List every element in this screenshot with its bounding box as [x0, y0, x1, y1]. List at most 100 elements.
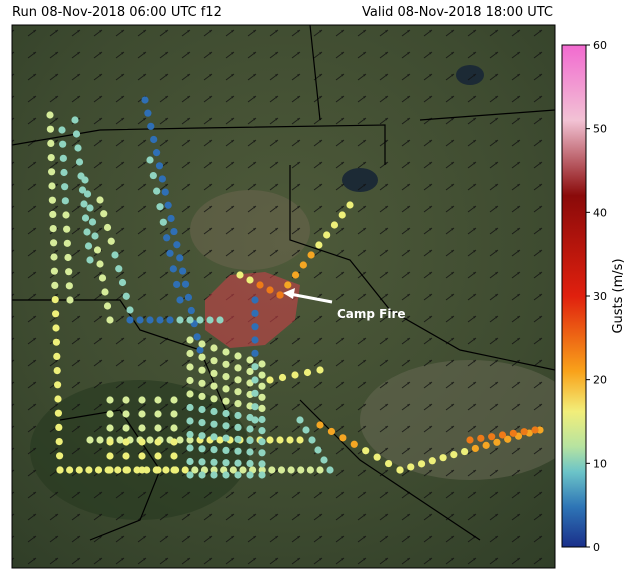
- dot: [509, 429, 517, 437]
- dot: [251, 349, 259, 357]
- dot: [186, 444, 194, 452]
- dot: [251, 296, 259, 304]
- dot: [520, 428, 528, 436]
- dot: [48, 182, 56, 190]
- dot: [170, 227, 178, 236]
- fire-perimeter: [205, 272, 300, 348]
- dot: [308, 436, 316, 444]
- dot: [373, 453, 381, 461]
- colorbar-tick-label: 40: [593, 206, 607, 219]
- dot: [222, 422, 230, 430]
- dot: [126, 316, 134, 324]
- dot: [81, 214, 90, 222]
- dot: [106, 438, 114, 446]
- dot: [251, 416, 259, 424]
- dot: [210, 458, 218, 466]
- dot: [222, 459, 230, 467]
- dot: [55, 423, 63, 431]
- dot: [59, 154, 67, 162]
- dot: [72, 130, 81, 138]
- dot: [498, 431, 507, 439]
- dot: [173, 241, 181, 249]
- dot: [107, 237, 115, 245]
- colorbar-tick-label: 20: [593, 374, 607, 387]
- dot: [50, 267, 59, 275]
- dot: [210, 357, 218, 365]
- dot: [198, 379, 206, 387]
- dot: [154, 396, 162, 404]
- dot: [74, 144, 82, 152]
- dot: [154, 466, 162, 474]
- dot: [266, 436, 274, 444]
- dot: [251, 363, 259, 371]
- dot: [153, 187, 161, 195]
- dot: [251, 309, 259, 317]
- dot: [54, 409, 63, 417]
- dot: [136, 316, 144, 324]
- dot: [276, 436, 284, 444]
- dot: [210, 344, 218, 352]
- annotation-arrow: [289, 292, 333, 304]
- dot: [179, 267, 187, 275]
- dot: [222, 434, 230, 442]
- dot: [83, 228, 91, 236]
- dot: [126, 306, 134, 314]
- dot: [276, 291, 284, 299]
- dot: [362, 447, 370, 455]
- dot: [103, 302, 112, 310]
- dot: [186, 336, 194, 344]
- dot: [106, 466, 114, 474]
- dot: [450, 451, 458, 459]
- dot: [536, 426, 544, 434]
- dot: [96, 196, 104, 204]
- dot: [61, 197, 69, 205]
- dot: [314, 446, 322, 454]
- dot: [101, 288, 109, 296]
- dot: [234, 364, 242, 372]
- dot: [198, 405, 206, 414]
- run-label: Run 08-Nov-2018 06:00 UTC f12: [12, 5, 222, 20]
- dot: [106, 396, 114, 404]
- dot: [488, 433, 496, 441]
- dot: [51, 281, 59, 289]
- dot: [138, 452, 146, 460]
- dot: [222, 360, 230, 368]
- dot: [49, 225, 57, 233]
- dot: [346, 201, 354, 209]
- dot: [65, 282, 73, 290]
- dot: [210, 446, 218, 454]
- dot: [64, 253, 72, 262]
- dot: [477, 434, 485, 442]
- dot: [46, 125, 55, 133]
- dot: [198, 340, 206, 348]
- dot: [306, 466, 314, 474]
- dot: [48, 196, 57, 204]
- dot: [81, 176, 89, 184]
- dot: [158, 175, 166, 183]
- dot: [147, 122, 155, 130]
- dot: [303, 368, 312, 377]
- dot: [133, 466, 141, 474]
- dot: [96, 260, 104, 268]
- dot: [196, 346, 204, 354]
- dot: [122, 466, 130, 474]
- dot: [122, 424, 130, 432]
- borders: [12, 25, 555, 541]
- valid-label: Valid 08-Nov-2018 18:00 UTC: [362, 5, 553, 20]
- dot: [210, 369, 218, 377]
- dot: [163, 234, 171, 242]
- dot: [75, 466, 83, 474]
- dot: [251, 376, 259, 384]
- dot: [531, 426, 539, 434]
- dot: [154, 438, 162, 446]
- dot: [222, 385, 230, 393]
- dot: [246, 276, 254, 284]
- dot: [122, 452, 130, 460]
- dot: [156, 203, 164, 211]
- dot: [504, 435, 512, 443]
- dot: [222, 446, 230, 454]
- dot: [162, 466, 170, 474]
- dot: [251, 336, 259, 344]
- dot: [166, 316, 174, 324]
- dot: [251, 389, 259, 397]
